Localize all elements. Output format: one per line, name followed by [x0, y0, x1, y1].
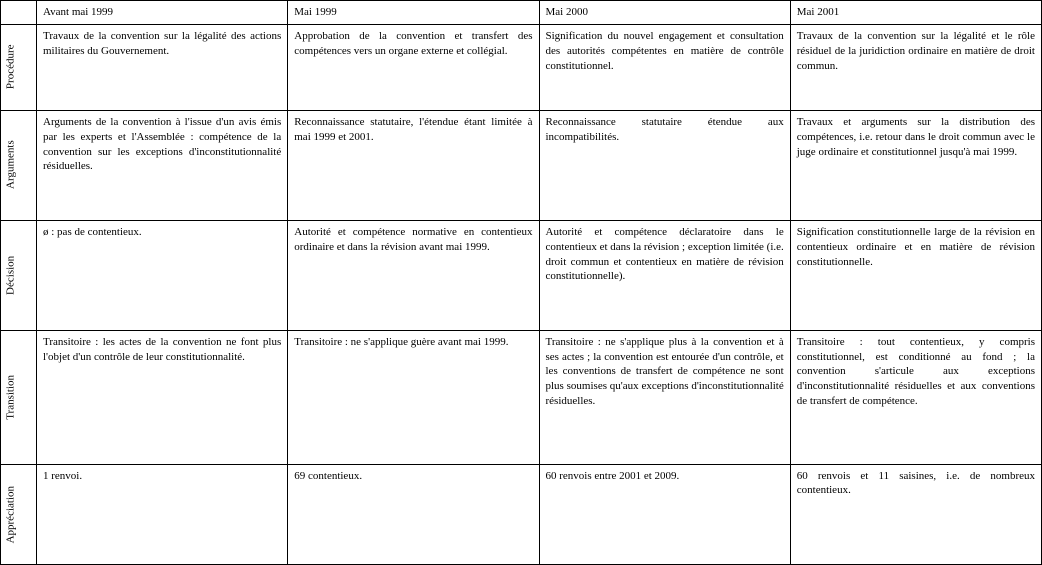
- cell-r4-c3: Transitoire : ne s'applique plus à la co…: [539, 330, 790, 464]
- cell-r4-c1: Transitoire : les actes de la convention…: [37, 330, 288, 464]
- cell-r2-c3: Reconnaissance statutaire étendue aux in…: [539, 110, 790, 220]
- cell-r4-c2: Transitoire : ne s'applique guère avant …: [288, 330, 539, 464]
- table-row: Arguments Arguments de la convention à l…: [1, 110, 1042, 220]
- cell-r5-c3: 60 renvois entre 2001 et 2009.: [539, 464, 790, 564]
- header-col-1: Avant mai 1999: [37, 1, 288, 25]
- cell-r2-c4: Travaux et arguments sur la distribution…: [790, 110, 1041, 220]
- cell-r2-c2: Reconnaissance statutaire, l'étendue éta…: [288, 110, 539, 220]
- cell-r1-c1: Travaux de la convention sur la légalité…: [37, 24, 288, 110]
- table-row: Décision ø : pas de contentieux. Autorit…: [1, 220, 1042, 330]
- cell-r3-c2: Autorité et compétence normative en cont…: [288, 220, 539, 330]
- table-header-row: Avant mai 1999 Mai 1999 Mai 2000 Mai 200…: [1, 1, 1042, 25]
- cell-r3-c1: ø : pas de contentieux.: [37, 220, 288, 330]
- header-col-2: Mai 1999: [288, 1, 539, 25]
- cell-r4-c4: Transitoire : tout contentieux, y compri…: [790, 330, 1041, 464]
- cell-r3-c3: Autorité et compétence déclaratoire dans…: [539, 220, 790, 330]
- cell-r2-c1: Arguments de la convention à l'issue d'u…: [37, 110, 288, 220]
- row-label-4: Transition: [1, 330, 37, 464]
- row-label-5: Appréciation: [1, 464, 37, 564]
- row-label-2: Arguments: [1, 110, 37, 220]
- cell-r5-c4: 60 renvois et 11 saisines, i.e. de nombr…: [790, 464, 1041, 564]
- header-col-4: Mai 2001: [790, 1, 1041, 25]
- row-label-3: Décision: [1, 220, 37, 330]
- cell-r5-c2: 69 contentieux.: [288, 464, 539, 564]
- table-row: Procédure Travaux de la convention sur l…: [1, 24, 1042, 110]
- cell-r1-c4: Travaux de la convention sur la légalité…: [790, 24, 1041, 110]
- matrix-table: Avant mai 1999 Mai 1999 Mai 2000 Mai 200…: [0, 0, 1042, 565]
- cell-r3-c4: Signification constitutionnelle large de…: [790, 220, 1041, 330]
- table-row: Appréciation 1 renvoi. 69 contentieux. 6…: [1, 464, 1042, 564]
- header-col-3: Mai 2000: [539, 1, 790, 25]
- table-row: Transition Transitoire : les actes de la…: [1, 330, 1042, 464]
- cell-r1-c2: Approbation de la convention et transfer…: [288, 24, 539, 110]
- cell-r5-c1: 1 renvoi.: [37, 464, 288, 564]
- cell-r1-c3: Signification du nouvel engagement et co…: [539, 24, 790, 110]
- row-label-1: Procédure: [1, 24, 37, 110]
- header-blank: [1, 1, 37, 25]
